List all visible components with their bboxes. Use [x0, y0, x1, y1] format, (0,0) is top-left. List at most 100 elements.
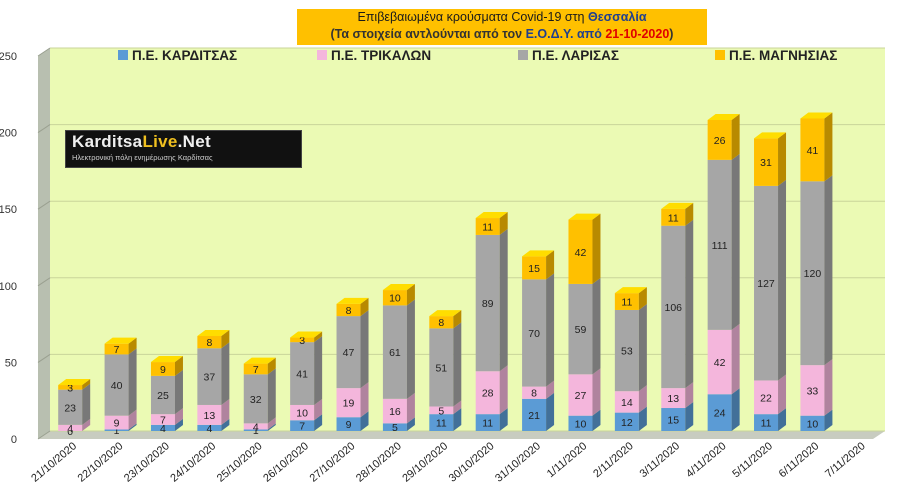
- data-label: 7: [299, 421, 305, 433]
- bar-segment: [568, 219, 593, 284]
- x-tick-label: 3/11/2020: [638, 440, 683, 480]
- bar-segment: [707, 120, 732, 160]
- title-line-2: (Τα στοιχεία αντλούνται από τον Ε.Ο.Δ.Υ.…: [330, 27, 674, 41]
- bar-side: [546, 273, 555, 387]
- bar-segment: [290, 337, 315, 343]
- chart-title: Επιβεβαιωμένα κρούσματα Covid-19 στη Θεσ…: [297, 9, 707, 45]
- bar-segment: [614, 293, 639, 310]
- y-tick-label: 250: [0, 51, 17, 63]
- bar-side: [406, 392, 415, 424]
- bar-side: [221, 330, 230, 349]
- data-label: 8: [206, 337, 212, 349]
- plot-floor: [38, 431, 885, 439]
- bar-segment: [336, 316, 361, 389]
- data-label: 8: [531, 388, 537, 400]
- bar-top: [707, 114, 740, 121]
- bar-side: [453, 400, 462, 415]
- bar-top: [197, 330, 230, 337]
- bar-side: [406, 299, 415, 399]
- bar-segment: [522, 386, 547, 399]
- x-tick-label: 5/11/2020: [730, 440, 775, 480]
- data-label: 21: [528, 410, 540, 422]
- bar-side: [406, 417, 415, 431]
- bar-side: [174, 356, 183, 376]
- x-tick-label: 23/10/2020: [122, 440, 172, 485]
- bar-segment: [429, 414, 454, 431]
- bar-segment: [568, 374, 593, 416]
- bar-top: [150, 356, 183, 363]
- bar-side: [592, 213, 601, 284]
- bar-segment: [58, 389, 83, 425]
- data-label: 8: [438, 317, 444, 329]
- data-label: 59: [575, 324, 587, 336]
- bar-segment: [661, 388, 686, 409]
- bar-segment: [429, 316, 454, 329]
- data-label: 12: [621, 417, 633, 429]
- data-label: 127: [757, 278, 775, 290]
- gridline-side: [37, 47, 51, 57]
- bar-segment: [800, 415, 825, 431]
- bar-segment: [104, 429, 129, 431]
- bar-side: [128, 348, 137, 416]
- bar-side: [731, 323, 740, 395]
- x-tick-label: 31/10/2020: [493, 440, 543, 485]
- x-tick-label: 25/10/2020: [215, 440, 265, 485]
- data-label: 7: [114, 344, 120, 356]
- data-label: 33: [807, 385, 819, 397]
- data-label: 26: [714, 135, 726, 147]
- bar-side: [221, 418, 230, 431]
- bar-segment: [800, 181, 825, 366]
- logo-name: KarditsaLive.Net: [72, 132, 211, 151]
- bar-segment: [150, 375, 175, 415]
- bar-side: [824, 409, 833, 431]
- bar-segment: [243, 374, 268, 424]
- data-label: 11: [482, 221, 493, 233]
- data-label: 10: [389, 293, 401, 305]
- bar-segment: [568, 283, 593, 375]
- bar-side: [778, 179, 787, 381]
- gridline-side: [37, 200, 51, 210]
- bar-top: [800, 112, 833, 119]
- bar-segment: [290, 420, 315, 431]
- bar-side: [778, 132, 787, 186]
- bar-side: [778, 408, 787, 431]
- bar-side: [546, 250, 555, 280]
- bar-top: [568, 213, 601, 220]
- bar-side: [453, 310, 462, 329]
- bar-side: [174, 408, 183, 425]
- bar-segment: [104, 343, 129, 355]
- data-label: 53: [621, 346, 633, 358]
- bar-segment: [290, 342, 315, 405]
- bar-side: [128, 423, 137, 431]
- bar-side: [128, 409, 137, 430]
- bar-side: [174, 418, 183, 431]
- data-label: 9: [114, 418, 120, 430]
- bar-side: [778, 374, 787, 415]
- logo-tagline: Ηλεκτρονική πόλη ενημέρωσης Καρδίτσας: [72, 153, 213, 162]
- bar-segment: [104, 415, 129, 430]
- data-label: 8: [346, 305, 352, 317]
- y-tick-label: 50: [5, 357, 17, 369]
- bar-side: [82, 418, 91, 431]
- bar-segment: [150, 414, 175, 425]
- karditsalive-logo: KarditsaLive.Net Ηλεκτρονική πόλη ενημέρ…: [65, 130, 302, 168]
- data-label: 7: [253, 364, 259, 376]
- data-label: 1: [114, 425, 120, 437]
- bar-side: [314, 398, 323, 421]
- bar-side: [314, 414, 323, 431]
- data-label: 27: [575, 390, 587, 402]
- bar-side: [221, 342, 230, 405]
- bar-side: [82, 379, 91, 390]
- x-tick-label: 4/11/2020: [684, 440, 729, 480]
- bar-segment: [707, 329, 732, 395]
- bar-segment: [568, 415, 593, 431]
- bar-segment: [290, 404, 315, 421]
- bar-side: [638, 385, 647, 413]
- data-label: 70: [528, 328, 540, 340]
- bar-side: [360, 382, 369, 418]
- data-label: 13: [204, 410, 216, 422]
- x-tick-label: 27/10/2020: [308, 440, 358, 485]
- legend-swatch: [715, 50, 725, 60]
- data-label: 5: [392, 422, 398, 434]
- data-label: 31: [760, 157, 772, 169]
